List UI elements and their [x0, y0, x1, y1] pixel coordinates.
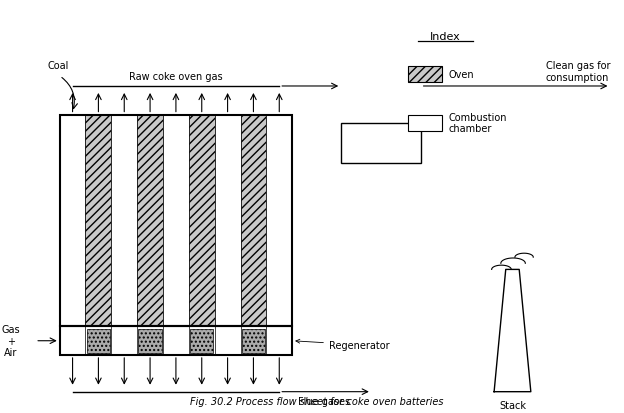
Bar	[341, 123, 421, 164]
Text: Oven: Oven	[448, 69, 474, 80]
Bar	[60, 115, 292, 327]
Bar	[87, 329, 110, 353]
Bar	[190, 329, 213, 353]
Bar	[60, 327, 292, 355]
Bar	[241, 329, 265, 353]
Bar	[266, 115, 292, 327]
Text: Flue gases: Flue gases	[298, 396, 351, 406]
Text: Clean gas for
consumption: Clean gas for consumption	[546, 61, 610, 83]
Text: By- product
plant: By- product plant	[353, 133, 409, 154]
Bar	[139, 329, 162, 353]
Bar	[85, 115, 111, 327]
Polygon shape	[494, 270, 531, 392]
Bar	[137, 115, 163, 327]
Text: Stack: Stack	[499, 400, 526, 410]
Text: Index: Index	[430, 32, 461, 42]
Bar	[60, 115, 85, 327]
Bar	[163, 115, 189, 327]
Text: Regenerator: Regenerator	[296, 339, 389, 350]
Text: Raw coke oven gas: Raw coke oven gas	[129, 72, 223, 82]
Bar	[111, 115, 137, 327]
Bar	[409, 66, 442, 83]
Text: Fig. 30.2 Process flow sheet for coke oven batteries: Fig. 30.2 Process flow sheet for coke ov…	[190, 396, 444, 406]
Bar	[240, 115, 266, 327]
Text: Combustion
chamber: Combustion chamber	[448, 113, 507, 134]
Bar	[215, 115, 240, 327]
Bar	[189, 115, 215, 327]
Text: Coal: Coal	[47, 61, 69, 71]
Text: Gas
+
Air: Gas + Air	[1, 324, 20, 358]
Bar	[409, 115, 442, 131]
